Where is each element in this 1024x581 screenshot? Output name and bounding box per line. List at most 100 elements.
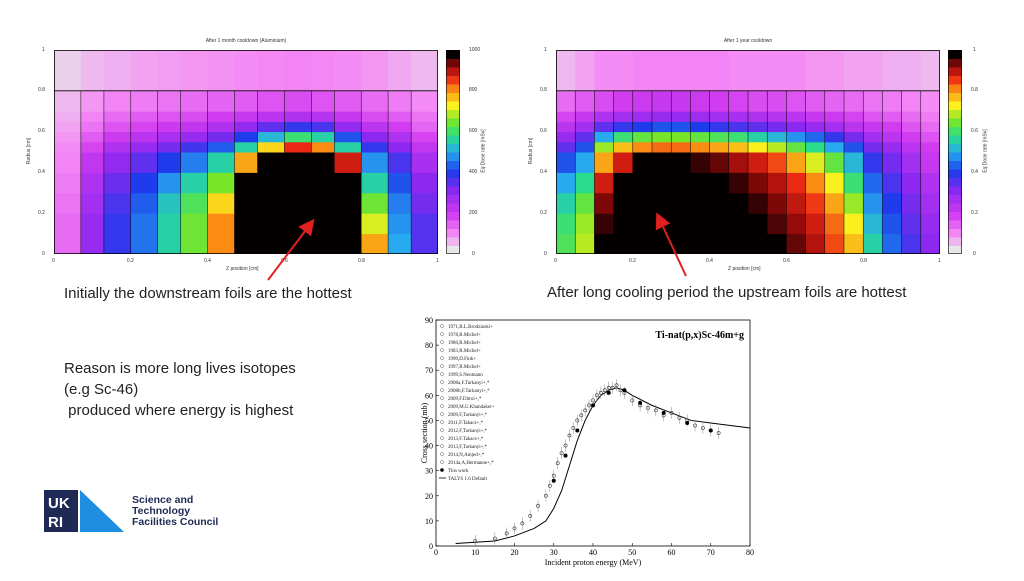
heatmap-cell (130, 152, 159, 173)
measurement-point (669, 411, 674, 415)
heatmap-cell (411, 121, 438, 133)
heatmap-cell (80, 233, 105, 254)
heatmap-cell (54, 152, 82, 173)
heatmap-cell (556, 131, 576, 143)
this-work-point (638, 400, 643, 405)
measurement-point (606, 385, 611, 390)
heatmap-cell (728, 90, 749, 112)
heatmap-cell (863, 111, 883, 122)
this-work-point (685, 420, 690, 425)
heatmap-cell (709, 131, 730, 143)
heatmap-cell (556, 172, 576, 194)
colorbar-segment (446, 245, 460, 255)
legend-entry: 1983,R.Michel+ (448, 349, 481, 354)
left-cbar-tick: 600 (469, 128, 478, 134)
left-y-tick: 0 (42, 251, 45, 257)
heatmap-cell (690, 141, 711, 153)
heatmap-cell (786, 111, 807, 122)
right-y-tick: 0 (544, 251, 547, 257)
heatmap-cell (613, 131, 634, 143)
heatmap-cell (207, 50, 235, 92)
heatmap-cell (80, 50, 105, 92)
heatmap-cell (748, 50, 768, 92)
heatmap-cell (920, 90, 940, 112)
left-cbar-tick: 200 (469, 210, 478, 216)
heatmap-cell (361, 90, 389, 112)
heatmap-cell (311, 213, 335, 235)
heatmap-cell (80, 90, 105, 112)
heatmap-cell (882, 233, 903, 254)
heatmap-cell (234, 131, 259, 143)
heatmap-cell (709, 111, 730, 122)
legend-entry: 2009,F,Tarkanyi+,* (448, 413, 488, 418)
xs-x-tick: 20 (511, 548, 519, 557)
heatmap-cell (824, 172, 845, 194)
measurement-point (536, 503, 540, 508)
heatmap-cell (207, 141, 235, 153)
heatmap-cell (234, 172, 259, 194)
right-caption: After long cooling period the upstream f… (547, 284, 907, 301)
colorbar-segment (446, 186, 460, 195)
heatmap-cell (80, 121, 105, 133)
heatmap-cell (54, 50, 82, 92)
measurement-point (677, 416, 682, 420)
heatmap-cell (767, 131, 787, 143)
legend-symbol (440, 388, 444, 392)
right-cbar-tick: 0.6 (971, 128, 978, 134)
left-y-tick: 0.8 (38, 87, 45, 93)
heatmap-cell (334, 172, 362, 194)
heatmap-cell (671, 192, 691, 214)
right-cbar-tick: 0.4 (971, 169, 978, 175)
heatmap-cell (709, 121, 730, 133)
measurement-point (716, 431, 721, 435)
heatmap-cell (767, 172, 787, 194)
heatmap-cell (767, 152, 787, 173)
stfc-line: Facilities Council (132, 516, 219, 528)
measurement-point (587, 403, 591, 408)
heatmap-cell (805, 50, 826, 92)
measurement-point (473, 539, 478, 543)
measurement-point (618, 388, 623, 393)
heatmap-cell (234, 213, 259, 235)
left-x-tick: 0.6 (281, 258, 288, 264)
heatmap-cell (311, 152, 335, 173)
heatmap-cell (613, 121, 634, 133)
heatmap-cell (901, 141, 922, 153)
heatmap-cell (709, 141, 730, 153)
heatmap-cell (54, 213, 82, 235)
heatmap-cell (234, 192, 259, 214)
legend-symbol (440, 332, 444, 336)
heatmap-cell (80, 131, 105, 143)
heatmap-cell (613, 233, 634, 254)
measurement-point (575, 418, 580, 423)
right-y-tick: 0.8 (540, 87, 547, 93)
heatmap-cell (388, 172, 412, 194)
heatmap-cell (361, 50, 389, 92)
colorbar-segment (948, 237, 962, 246)
heatmap-cell (920, 233, 940, 254)
heatmap-cell (556, 121, 576, 133)
heatmap-cell (207, 111, 235, 122)
heatmap-cell (311, 172, 335, 194)
heatmap-cell (130, 90, 159, 112)
heatmap-cell (632, 131, 653, 143)
heatmap-cell (575, 141, 595, 153)
heatmap-cell (882, 192, 903, 214)
heatmap-cell (130, 111, 159, 122)
legend-entry: 2008a,F.Tarkanyi+,* (448, 381, 490, 386)
measurement-point (551, 473, 556, 478)
heatmap-cell (671, 121, 691, 133)
heatmap-cell (594, 131, 615, 143)
colorbar-segment (948, 118, 962, 127)
heatmap-cell (103, 90, 132, 112)
heatmap-cell (388, 152, 412, 173)
colorbar-segment (446, 169, 460, 178)
colorbar-segment (948, 143, 962, 153)
legend-symbol (440, 412, 444, 416)
heatmap-cell (157, 131, 182, 143)
left-cbar-tick: 800 (469, 87, 478, 93)
right-y-tick: 1 (544, 47, 547, 53)
heatmap-cell (361, 121, 389, 133)
heatmap-cell (882, 141, 903, 153)
heatmap-cell (207, 152, 235, 173)
